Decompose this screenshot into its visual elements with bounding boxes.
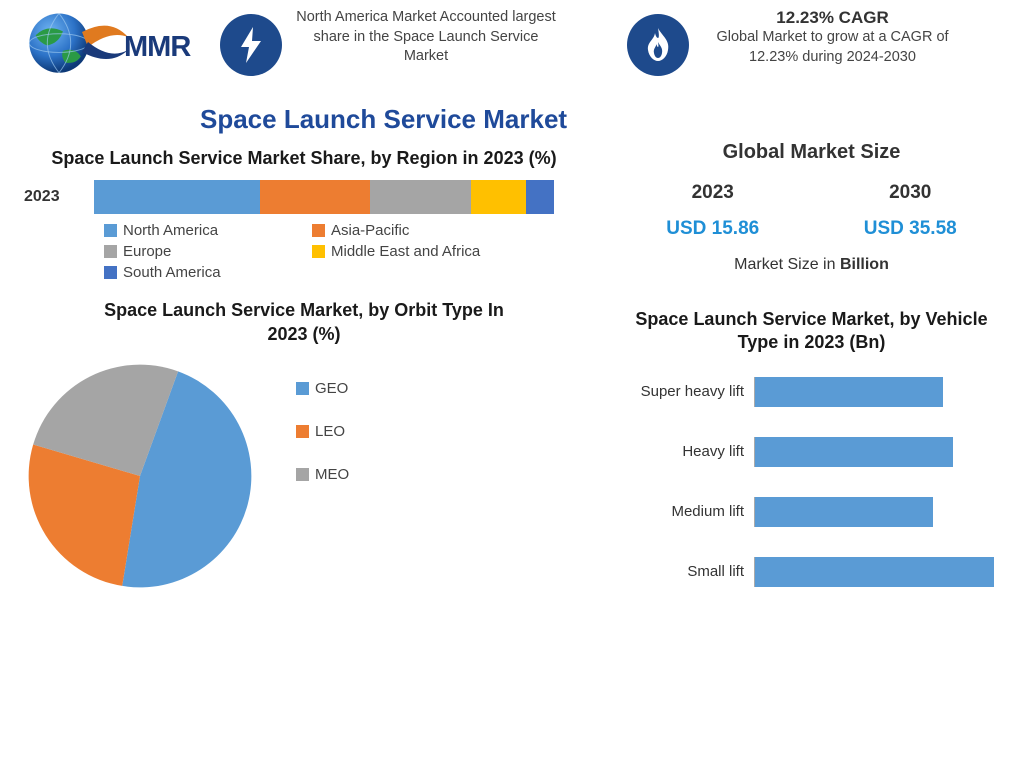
gms-title: Global Market Size xyxy=(614,141,1009,164)
gms-unit: Market Size in Billion xyxy=(614,256,1009,274)
vehicle-bar-fill xyxy=(755,557,994,587)
region-segment xyxy=(370,180,471,214)
gms-value: USD 15.86 xyxy=(614,218,812,240)
bolt-icon xyxy=(237,27,265,63)
legend-item: LEO xyxy=(296,423,476,440)
legend-label: Asia-Pacific xyxy=(331,222,409,239)
vehicle-bar-row: Heavy lift xyxy=(614,429,1009,475)
vehicle-bar-track xyxy=(754,497,1009,527)
orbit-pie xyxy=(24,360,256,592)
region-segment xyxy=(471,180,526,214)
legend-item: North America xyxy=(104,222,284,239)
vehicle-chart: Space Launch Service Market, by Vehicle … xyxy=(614,308,1009,595)
legend-item: South America xyxy=(104,264,284,281)
region-segment xyxy=(94,180,260,214)
gms-year: 2030 xyxy=(812,182,1010,204)
vehicle-bar-row: Super heavy lift xyxy=(614,369,1009,415)
vehicle-bar-row: Medium lift xyxy=(614,489,1009,535)
legend-swatch xyxy=(296,425,309,438)
legend-swatch xyxy=(104,266,117,279)
bolt-icon-circle xyxy=(220,14,282,76)
region-legend: North America Asia-Pacific Europe Middle Ea… xyxy=(104,222,544,281)
gms-year: 2023 xyxy=(614,182,812,204)
legend-swatch xyxy=(312,224,325,237)
region-chart-row: 2023 xyxy=(24,180,584,214)
region-stacked-bar xyxy=(94,180,554,214)
stat-block-north-america: North America Market Accounted largest s… xyxy=(220,8,607,76)
vehicle-bar-fill xyxy=(755,437,953,467)
legend-label: GEO xyxy=(315,380,348,397)
brand-logo: MMR xyxy=(20,8,200,86)
legend-swatch xyxy=(104,245,117,258)
legend-label: MEO xyxy=(315,466,349,483)
region-chart: Space Launch Service Market Share, by Re… xyxy=(24,147,584,281)
gms-unit-prefix: Market Size in xyxy=(734,256,840,273)
flame-icon xyxy=(644,28,672,62)
legend-swatch xyxy=(104,224,117,237)
legend-label: South America xyxy=(123,264,221,281)
stat1-text: North America Market Accounted largest s… xyxy=(296,8,556,67)
vehicle-bar-label: Heavy lift xyxy=(614,443,754,460)
orbit-legend: GEO LEO MEO xyxy=(296,380,476,483)
content-area: Space Launch Service Market Share, by Re… xyxy=(0,147,1033,609)
left-column: Space Launch Service Market Share, by Re… xyxy=(24,147,584,609)
legend-item: GEO xyxy=(296,380,476,397)
legend-item: Middle East and Africa xyxy=(312,243,492,260)
vehicle-bar-track xyxy=(754,557,1009,587)
region-segment xyxy=(526,180,554,214)
legend-label: North America xyxy=(123,222,218,239)
vehicle-bars: Super heavy lift Heavy lift Medium lift Sma… xyxy=(614,369,1009,595)
vehicle-bar-label: Super heavy lift xyxy=(614,383,754,400)
orbit-chart-title: Space Launch Service Market, by Orbit Ty… xyxy=(94,299,514,346)
legend-swatch xyxy=(296,468,309,481)
gms-value: USD 35.58 xyxy=(812,218,1010,240)
gms-row: 2023 USD 15.862030 USD 35.58 xyxy=(614,182,1009,240)
vehicle-bar-track xyxy=(754,437,1009,467)
legend-label: LEO xyxy=(315,423,345,440)
flame-icon-circle xyxy=(627,14,689,76)
region-ch�- -row-label: 2023 xyxy=(24,188,94,206)
vehicle-bar-row: Small lift xyxy=(614,549,1009,595)
vehicle-chart-title: Space Launch Service Market, by Vehicle … xyxy=(614,308,1009,355)
orbit-chart: Space Launch Service Market, by Orbit Ty… xyxy=(24,299,584,592)
legend-label: Europe xyxy=(123,243,171,260)
vehicle-bar-label: Small lift xyxy=(614,563,754,580)
vehicle-bar-label: Medium lift xyxy=(614,503,754,520)
legend-item: MEO xyxy=(296,466,476,483)
gms-unit-bold: Billion xyxy=(840,256,889,273)
vehicle-bar-fill xyxy=(755,497,933,527)
region-chart-title: Space Launch Service Market Share, by Re… xyxy=(24,147,584,170)
page-title: Space Launch Service Market xyxy=(200,104,1033,135)
legend-label: Middle East and Africa xyxy=(331,243,480,260)
stat-block-cagr: 12.23% CAGR Global Market to grow at a C… xyxy=(627,8,1014,76)
legend-swatch xyxy=(312,245,325,258)
swoosh-icon xyxy=(80,12,130,82)
gms-column: 2023 USD 15.86 xyxy=(614,182,812,240)
gms-column: 2030 USD 35.58 xyxy=(812,182,1010,240)
legend-item: Europe xyxy=(104,243,284,260)
right-column: Global Market Size 2023USD 15.862030USD … xyxy=(614,147,1009,609)
legend-item: Asia-Pacific xyxy=(312,222,492,239)
region-segment xyxy=(260,180,370,214)
stat2-title: 12.23% CAGR xyxy=(703,8,963,28)
global-market-size: Global Market Size 2023 USD 15.862030 USD … xyxy=(614,141,1009,274)
legend-swatch xyxy=(296,382,309,395)
stat2-text: Global Market to grow at a CAGR of 12.23… xyxy=(703,28,963,67)
header: MMR North America Market Accounted large… xyxy=(0,0,1033,86)
vehicle-bar-fill xyxy=(755,377,943,407)
vehicle-bar-track xyxy=(754,377,1009,407)
brand-name: MMR xyxy=(124,31,190,64)
